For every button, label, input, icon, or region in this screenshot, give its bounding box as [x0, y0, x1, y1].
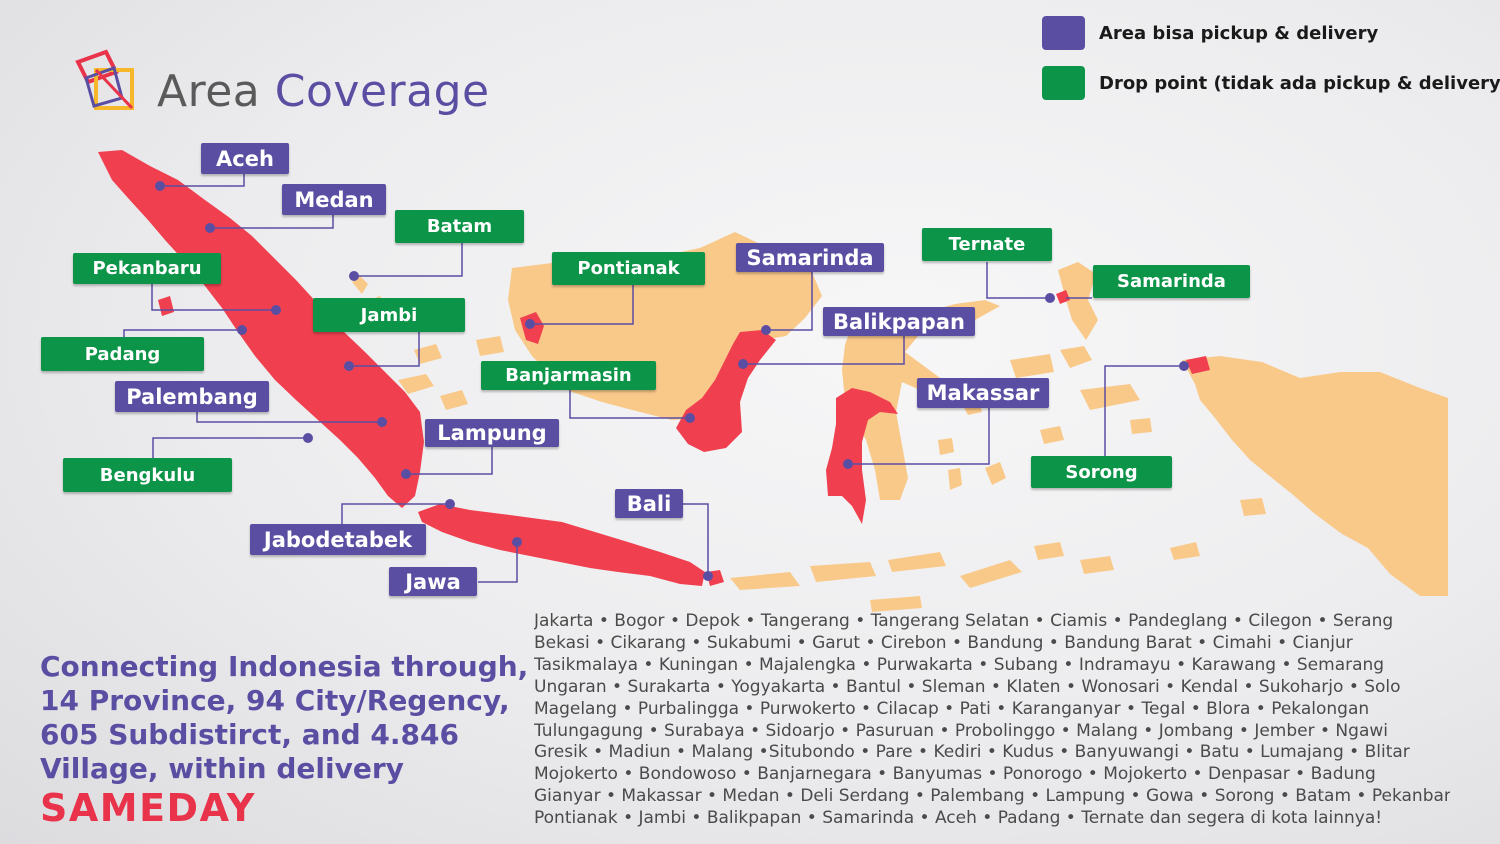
- label-bengkulu: Bengkulu: [63, 458, 232, 492]
- tagline-line-4: Village, within delivery: [40, 752, 404, 785]
- city-list-line: Tulungagung • Surabaya • Sidoarjo • Pasu…: [534, 720, 1388, 741]
- marker-batam: [349, 271, 359, 281]
- city-list-line: Gianyar • Makassar • Medan • Deli Serdan…: [534, 786, 1450, 807]
- marker-palembang: [377, 417, 387, 427]
- legend-swatch-purple: [1042, 16, 1085, 50]
- label-balikpapan: Balikpapan: [823, 307, 975, 336]
- legend-label-pickup-delivery: Area bisa pickup & delivery: [1099, 22, 1379, 44]
- city-list-line: Tasikmalaya • Kuningan • Majalengka • Pu…: [534, 654, 1385, 675]
- label-medan: Medan: [282, 184, 386, 215]
- city-list-line: Pontianak • Jambi • Balikpapan • Samarin…: [534, 808, 1383, 829]
- island-papua: [1182, 356, 1448, 596]
- label-aceh: Aceh: [201, 143, 289, 174]
- tagline-line-2: 14 Province, 94 City/Regency,: [40, 684, 510, 717]
- label-batam: Batam: [395, 210, 524, 243]
- marker-balikpapan: [738, 359, 748, 369]
- city-list-line: Ungaran • Surakarta • Yogyakarta • Bantu…: [534, 676, 1401, 697]
- region-east-south-kalimantan: [676, 330, 776, 452]
- connector-lines: [123, 172, 1184, 583]
- label-padang: Padang: [41, 337, 204, 371]
- marker-sorong: [1179, 361, 1189, 371]
- marker-jambi: [344, 361, 354, 371]
- region-south-sulawesi: [826, 388, 898, 524]
- location-markers: [155, 181, 1189, 581]
- tagline-sameday: SAMEDAY: [40, 786, 256, 830]
- tagline-line-3: 605 Subdistirct, and 4.846: [40, 718, 459, 751]
- label-samarinda-maluku: Samarinda: [1093, 265, 1250, 298]
- label-makassar: Makassar: [917, 378, 1049, 408]
- marker-ternate: [1045, 293, 1055, 303]
- legend-swatch-green: [1042, 66, 1085, 100]
- marker-pekanbaru: [271, 305, 281, 315]
- marker-aceh: [155, 181, 165, 191]
- marker-pontianak: [525, 319, 535, 329]
- label-lampung: Lampung: [425, 419, 559, 447]
- island-java: [418, 504, 705, 586]
- label-jabodetabek: Jabodetabek: [250, 524, 426, 555]
- city-list-line: Mojokerto • Bondowoso • Banjarnegara • B…: [534, 764, 1376, 785]
- marker-bengkulu: [303, 433, 313, 443]
- marker-jawa: [512, 537, 522, 547]
- city-list: Jakarta • Bogor • Depok • Tangerang • Ta…: [534, 611, 1450, 836]
- covered-areas: [98, 150, 1210, 586]
- island-sulawesi: [842, 300, 1000, 500]
- city-list-line: Jakarta • Bogor • Depok • Tangerang • Ta…: [534, 611, 1394, 631]
- legend-item-pickup-delivery: Area bisa pickup & delivery: [1042, 16, 1378, 50]
- city-list-line: Gresik • Madiun • Malang •Situbondo • Pa…: [534, 742, 1410, 763]
- city-list-line: Magelang • Purbalingga • Purwokerto • Ci…: [534, 698, 1370, 719]
- label-samarinda-kalimantan: Samarinda: [736, 243, 884, 272]
- tagline-line-1: Connecting Indonesia through,: [40, 650, 529, 683]
- page-title: Area Coverage: [157, 66, 490, 117]
- title-area: Area: [157, 66, 261, 117]
- label-jambi: Jambi: [313, 298, 465, 332]
- title-coverage: Coverage: [274, 66, 490, 117]
- label-pekanbaru: Pekanbaru: [73, 253, 221, 284]
- label-pontianak: Pontianak: [552, 252, 705, 285]
- label-palembang: Palembang: [115, 381, 269, 412]
- city-list-line: Bekasi • Cikarang • Sukabumi • Garut • C…: [534, 632, 1353, 653]
- label-jawa: Jawa: [389, 567, 477, 596]
- label-banjarmasin: Banjarmasin: [481, 361, 656, 390]
- label-sorong: Sorong: [1031, 456, 1172, 488]
- label-bali: Bali: [615, 489, 683, 518]
- legend-label-drop-point: Drop point (tidak ada pickup & delivery): [1099, 72, 1500, 94]
- marker-padang: [237, 325, 247, 335]
- marker-makassar: [843, 459, 853, 469]
- legend-item-drop-point: Drop point (tidak ada pickup & delivery): [1042, 66, 1500, 100]
- marker-banjarmasin: [685, 413, 695, 423]
- marker-samarinda: [761, 325, 771, 335]
- island-sumatra: [98, 150, 424, 508]
- tagline: Connecting Indonesia through, 14 Provinc…: [40, 650, 528, 786]
- marker-jabodetabek: [445, 499, 455, 509]
- marker-lampung: [401, 469, 411, 479]
- label-ternate: Ternate: [922, 228, 1052, 261]
- marker-medan: [205, 223, 215, 233]
- marker-bali: [703, 571, 713, 581]
- brand-logo-icon: [75, 49, 134, 110]
